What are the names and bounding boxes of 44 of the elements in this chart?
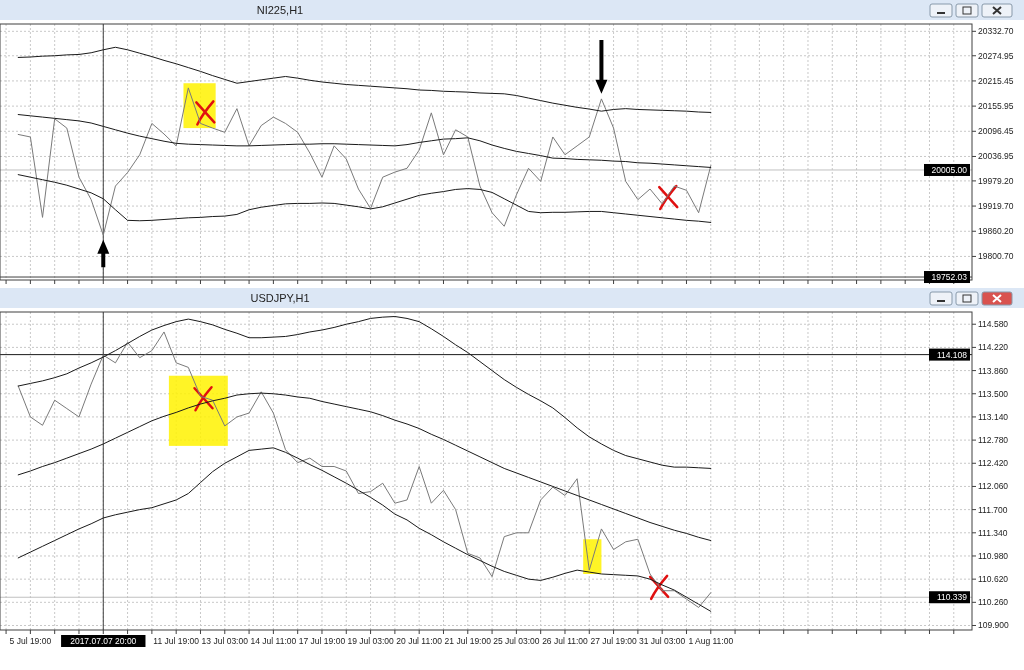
y-tick-label: 20274.95	[978, 50, 1014, 61]
y-tick-label: 113.860	[978, 365, 1009, 376]
y-tick-label: 114.220	[978, 342, 1009, 353]
y-tick-label: 19860.20	[978, 226, 1014, 237]
y-tick-label: 112.420	[978, 458, 1009, 469]
ref-line-label: 110.339	[936, 592, 968, 603]
x-tick-label: 14 Jul 11:00	[250, 636, 297, 646]
chart-title: USDJPY,H1	[250, 292, 310, 304]
x-tick-label: 13 Jul 03:00	[201, 636, 249, 646]
ref-line-label: 114.108	[936, 349, 968, 360]
y-tick-label: 111.700	[978, 504, 1008, 515]
y-tick-label: 20332.70	[978, 26, 1014, 37]
y-tick-label: 110.980	[978, 550, 1009, 561]
x-tick-label: 26 Jul 11:00	[542, 636, 589, 646]
ref-line-label: 19752.03	[931, 272, 968, 282]
x-tick-label: 27 Jul 19:00	[590, 636, 637, 646]
x-tick-label: 21 Jul 19:00	[444, 636, 492, 646]
y-tick-label: 114.580	[978, 319, 1009, 330]
chart-title: NI225,H1	[256, 4, 304, 16]
x-tick-label: 19 Jul 03:00	[347, 636, 394, 646]
y-tick-label: 20036.95	[978, 151, 1014, 162]
ref-line-label: 20005.00	[931, 164, 968, 175]
y-tick-label: 19979.20	[978, 175, 1014, 186]
y-tick-label: 112.780	[978, 435, 1009, 446]
y-tick-label: 110.620	[978, 574, 1009, 585]
y-tick-label: 113.500	[978, 388, 1009, 399]
x-tick-label: 5 Jul 19:00	[9, 636, 52, 646]
y-tick-label: 112.060	[978, 481, 1009, 492]
y-tick-label: 19919.70	[978, 201, 1014, 212]
y-tick-label: 109.900	[978, 620, 1009, 631]
y-tick-label: 20155.95	[978, 101, 1014, 112]
y-tick-label: 20096.45	[978, 126, 1014, 137]
x-tick-label: 1 Aug 11:00	[688, 636, 734, 646]
x-tick-label: 17 Jul 19:00	[298, 636, 346, 646]
y-tick-label: 20215.45	[978, 75, 1014, 86]
y-tick-label: 111.340	[978, 527, 1008, 538]
y-tick-label: 19800.70	[978, 251, 1014, 262]
x-tick-label: 31 Jul 03:00	[639, 636, 686, 646]
x-tick-label: 20 Jul 11:00	[396, 636, 443, 646]
y-tick-label: 113.140	[978, 411, 1009, 422]
x-tick-label: 2017.07.07 20:00	[70, 636, 137, 646]
y-tick-label: 110.260	[978, 597, 1009, 608]
x-tick-label: 11 Jul 19:00	[153, 636, 200, 646]
x-tick-label: 25 Jul 03:00	[493, 636, 540, 646]
